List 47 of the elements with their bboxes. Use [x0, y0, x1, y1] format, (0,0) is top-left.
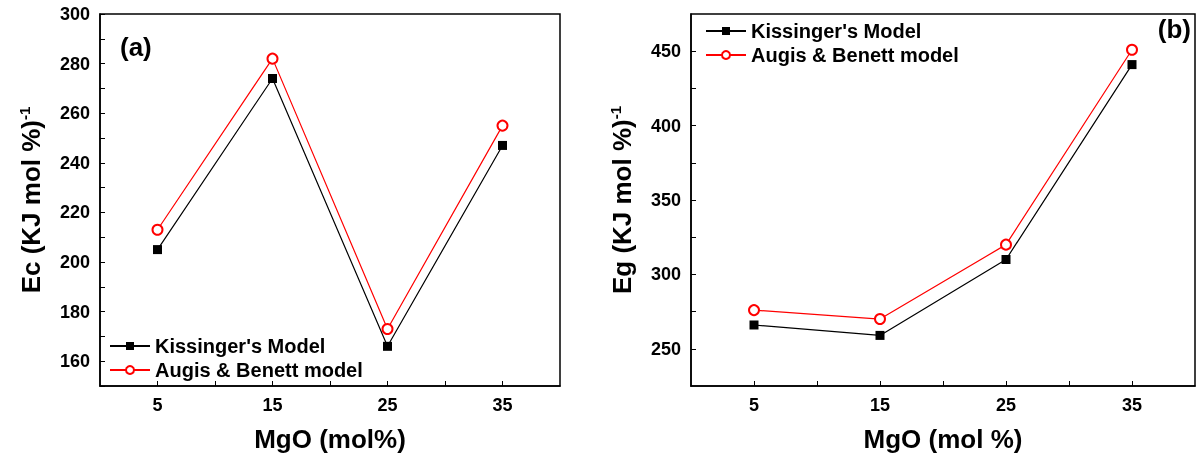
x-tick-label: 5 — [152, 395, 163, 415]
y-tick-label: 400 — [650, 115, 681, 136]
legend-label: Kissinger's Model — [155, 335, 326, 357]
y-tick-label: 350 — [650, 190, 681, 210]
x-axis-title: MgO (mol %) — [863, 424, 1023, 454]
point — [496, 119, 509, 132]
point — [874, 313, 886, 326]
y-tick-label: 160 — [59, 351, 90, 372]
point — [381, 322, 394, 335]
point — [875, 330, 885, 340]
x-tick-label: 25 — [377, 395, 398, 415]
x-tick-label: 5 — [748, 395, 760, 415]
legend-label: Augis & Benett model — [751, 44, 959, 66]
x-tick-label: 35 — [1121, 395, 1143, 415]
y-axis-title: Ec (KJ mol %)-1 — [15, 106, 46, 294]
y-tick-label: 180 — [59, 301, 90, 322]
x-tick-label: 25 — [995, 395, 1017, 415]
y-tick-label: 220 — [59, 202, 90, 223]
point — [1001, 255, 1011, 265]
y-tick-label: 300 — [59, 4, 90, 24]
point — [1126, 43, 1138, 56]
legend-label: Kissinger's Model — [751, 20, 922, 42]
point — [153, 245, 162, 255]
point — [383, 341, 392, 351]
annotation: (a) — [120, 32, 152, 62]
y-tick-label: 260 — [59, 103, 90, 124]
point — [1127, 60, 1137, 70]
y-tick-label: 450 — [650, 41, 681, 62]
point — [268, 73, 277, 83]
point — [748, 304, 760, 317]
y-tick-label: 280 — [59, 53, 90, 74]
y-tick-label: 250 — [650, 338, 681, 359]
point — [266, 52, 279, 65]
x-tick-label: 15 — [262, 395, 283, 415]
x-tick-label: 35 — [492, 395, 513, 415]
point — [749, 320, 759, 330]
y-tick-label: 300 — [650, 264, 681, 285]
y-tick-label: 240 — [59, 152, 90, 173]
x-tick-label: 15 — [869, 395, 891, 415]
point — [1000, 238, 1012, 251]
y-tick-label: 200 — [59, 252, 90, 272]
legend-label: Augis & Benett model — [155, 359, 363, 381]
y-axis-title: Eg (KJ mol %)-1 — [606, 105, 637, 295]
point — [498, 140, 507, 150]
annotation: (b) — [1157, 14, 1191, 44]
x-axis-title: MgO (mol%) — [254, 424, 406, 454]
point — [151, 223, 164, 236]
